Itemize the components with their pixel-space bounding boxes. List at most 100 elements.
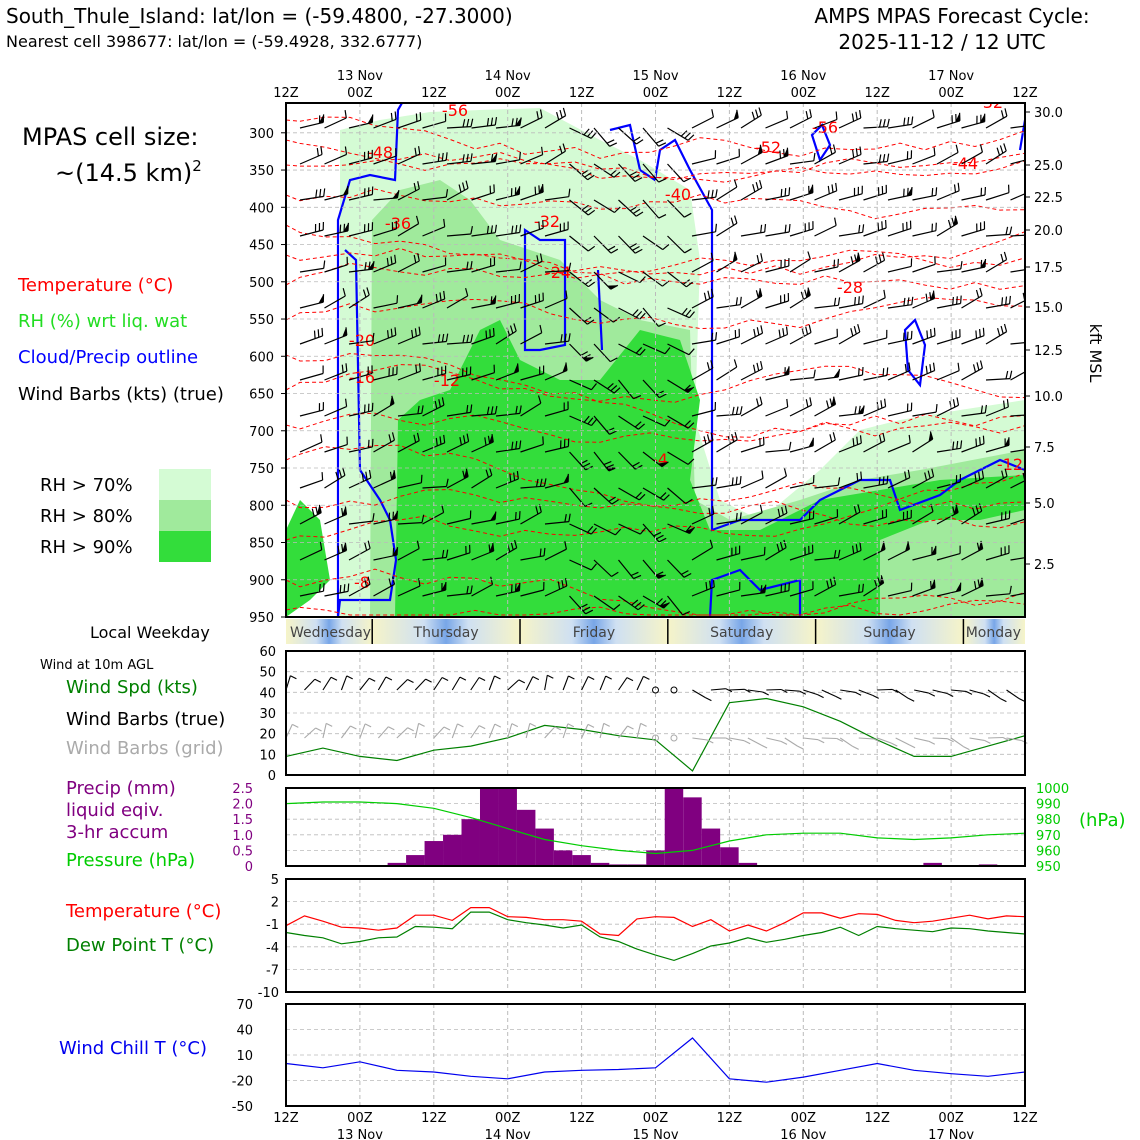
wind-barb [716, 589, 740, 597]
temperature-contour-label: -20 [349, 331, 375, 350]
precip-tick-label: 1.0 [232, 829, 253, 844]
wind-barb-flag [639, 312, 646, 320]
wind-barb-pennant [489, 543, 494, 553]
wind-barb-flag [708, 507, 711, 516]
wind-barb-flag [1026, 585, 1027, 593]
rh-region [286, 500, 330, 617]
wind-barb-true-flag [568, 675, 575, 680]
wind-barb [618, 307, 641, 320]
temp-tick-label: -4 [266, 941, 279, 956]
temperature-contour [286, 224, 1025, 279]
wind-barb-flag [1030, 361, 1032, 369]
wind-barb-grid [988, 736, 1004, 739]
wind-barb-flag [1030, 549, 1031, 557]
wind-barb [569, 487, 586, 507]
wind-barb-flag [687, 134, 695, 141]
wind-barb-flag [590, 527, 597, 535]
temp-tick-label: 5 [271, 873, 279, 888]
wind-barb-true [618, 677, 628, 691]
wind-barb [569, 235, 589, 252]
wind-barb-flag [705, 582, 708, 591]
wind-barb-flag [635, 491, 642, 499]
wind-barb-flag [956, 296, 958, 305]
wind-barb-true-flag [346, 675, 353, 680]
wind-barb-flag [443, 434, 446, 443]
wind-barb [593, 271, 612, 290]
wind-barb-flag [364, 542, 368, 551]
precip-bar [923, 862, 942, 866]
wind-barb-flag [629, 243, 637, 249]
wind-barb-flag [882, 154, 886, 162]
wind-barb-flag [342, 288, 346, 297]
wind-barb-flag [564, 513, 567, 523]
wind-barb-true-flag [781, 689, 788, 693]
top-hour-label: 00Z [347, 86, 373, 101]
wind-barb-flag [591, 418, 598, 426]
wind-barb-flag [458, 184, 462, 193]
cloud-outline [336, 103, 403, 617]
wind-barb-flag [827, 185, 830, 194]
wind-barb-flag [607, 245, 616, 251]
wind-barb [814, 224, 837, 237]
wind-barb [814, 336, 838, 345]
wind-barb [1010, 193, 1025, 201]
pressure-tick-label: 450 [249, 239, 274, 254]
height-tick-label: 22.5 [1034, 191, 1063, 206]
top-hour-label: 12Z [273, 86, 299, 101]
wind-barb-flag [711, 332, 714, 341]
wind-barb-true [840, 689, 856, 693]
wind-barb-true-flag [799, 690, 807, 695]
wind-barb-true-flag [587, 676, 595, 680]
wind-barb-flag [632, 245, 640, 251]
wind-barb-flag [322, 583, 325, 592]
wind-barb-flag [837, 297, 841, 306]
wind-tick-label: 10 [259, 748, 276, 763]
height-tick-label: 2.5 [1034, 558, 1055, 573]
wind-barb-flag [974, 473, 977, 482]
wind-barb-flag [835, 111, 838, 120]
wind-barb [961, 412, 986, 417]
wind-barb-flag [587, 245, 596, 252]
wind-barb-flag [490, 225, 493, 234]
wind-barb-true-flag [605, 675, 612, 680]
wind-barb-true [562, 675, 569, 691]
wind-barb [299, 335, 323, 345]
bottom-day-label: 15 Nov [632, 1128, 678, 1140]
wind-barb-flag [586, 319, 595, 325]
wind-barb-true [544, 675, 548, 691]
wind-barb-flag [418, 146, 421, 155]
wind-barb-flag [947, 219, 952, 228]
wind-barb-flag [339, 584, 342, 594]
wind-barb-true [652, 686, 659, 694]
wind-barb-flag [470, 261, 473, 270]
wind-barb-flag [756, 398, 760, 407]
wind-barb-flag [1026, 262, 1027, 270]
wind-barb-pennant [685, 527, 695, 534]
wind-barb-flag [372, 513, 375, 522]
wind-barb-flag [933, 327, 936, 336]
wind-barb-pennant [1004, 437, 1009, 447]
panel-frame [285, 650, 1026, 776]
temperature-contour [286, 151, 1025, 183]
wind-barb [667, 307, 690, 319]
bottom-hour-label: 12Z [273, 1111, 299, 1126]
wind-barb-flag [445, 478, 449, 487]
wind-barb [618, 163, 636, 182]
wind-barb-flag [1027, 471, 1029, 479]
wind-barb-flag [982, 327, 985, 336]
wind-barb-flag [466, 261, 469, 270]
wind-barb [520, 116, 543, 129]
wind-barb-flag [614, 528, 622, 536]
wind-barb-flag [519, 151, 521, 160]
wind-barb [1010, 592, 1025, 597]
wind-barb-flag [539, 253, 543, 262]
wind-barb-flag [1034, 334, 1035, 342]
wind-barb-flag [439, 292, 442, 301]
wind-barb-flag [972, 364, 977, 373]
wind-barb [324, 117, 347, 129]
wind-barb-grid [581, 724, 589, 739]
wind-panel: 0 10 20 30 40 50 60 [259, 645, 1028, 784]
wind-barb-flag [664, 419, 671, 427]
precip-label-3: 3-hr accum [66, 822, 168, 843]
wind-barb [397, 522, 423, 525]
